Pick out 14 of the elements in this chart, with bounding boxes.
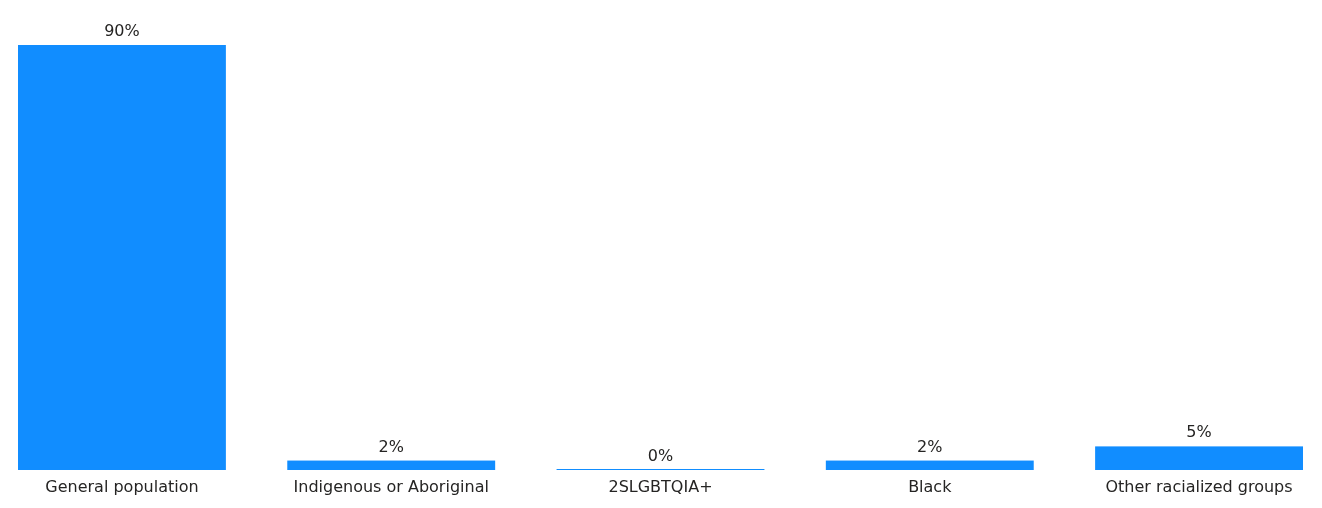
x-tick-label: Indigenous or Aboriginal	[293, 477, 489, 496]
x-tick-label: 2SLGBTQIA+	[608, 477, 713, 496]
data-label: 2%	[378, 436, 404, 456]
bar	[287, 460, 496, 470]
data-label: 90%	[104, 21, 140, 40]
x-tick-label: Other racialized groups	[1105, 477, 1293, 496]
bar	[1095, 446, 1303, 470]
data-label: 2%	[917, 436, 943, 456]
data-label: 5%	[1186, 422, 1212, 442]
bar	[18, 45, 226, 470]
bar	[825, 460, 1034, 470]
x-tick-label: General population	[45, 477, 199, 496]
data-label: 0%	[647, 446, 674, 465]
x-tick-label: Black	[908, 477, 953, 496]
